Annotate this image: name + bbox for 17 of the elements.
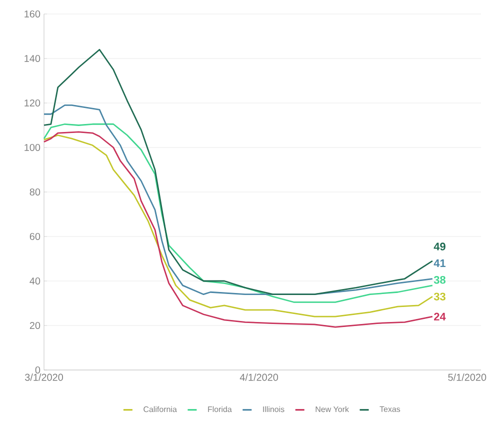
data-label: 33 <box>434 292 446 300</box>
y-tick-label: 60 <box>30 232 40 240</box>
y-tick-label: 100 <box>24 144 40 152</box>
x-tick-label: 3/1/2020 <box>24 374 63 381</box>
data-label: 49 <box>434 242 446 250</box>
data-label: 41 <box>434 259 446 267</box>
y-tick-label: 20 <box>30 322 40 330</box>
data-label: 24 <box>434 312 446 320</box>
y-tick-label: 0 <box>35 366 40 374</box>
y-tick-label: 40 <box>30 277 40 285</box>
y-tick-label: 80 <box>30 188 40 196</box>
y-tick-label: 120 <box>24 99 40 107</box>
data-label: 38 <box>434 276 446 284</box>
y-tick-label: 140 <box>24 54 40 62</box>
y-tick-label: 160 <box>24 10 40 18</box>
x-tick-label: 5/1/2020 <box>448 374 486 381</box>
x-tick-label: 4/1/2020 <box>240 374 278 381</box>
